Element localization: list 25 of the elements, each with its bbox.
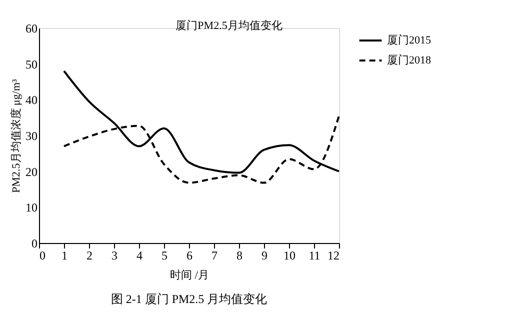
x-tick-label: 10 bbox=[284, 248, 296, 262]
legend-label: 厦门2018 bbox=[387, 54, 432, 66]
x-tick-label: 12 bbox=[328, 248, 340, 262]
y-axis-title: PM2.5月均值浓度 μg/m³ bbox=[10, 78, 22, 193]
x-tick-label: 3 bbox=[112, 248, 118, 262]
x-axis-title: 时间 /月 bbox=[170, 268, 209, 282]
x-tick-label: 9 bbox=[262, 248, 268, 262]
caption: 图 2-1 厦门 PM2.5 月均值变化 bbox=[110, 292, 268, 306]
x-tick-label: 1 bbox=[62, 248, 68, 262]
y-tick-label: 40 bbox=[26, 93, 38, 108]
chart-title: 厦门PM2.5月均值变化 bbox=[176, 19, 282, 32]
x-tick-label: 11 bbox=[308, 248, 320, 262]
y-tick-label: 50 bbox=[26, 57, 38, 72]
x-tick-label: 5 bbox=[162, 248, 168, 262]
x-tick-label: 2 bbox=[86, 248, 92, 262]
y-tick-label: 0 bbox=[32, 236, 38, 250]
x-tick-label: 6 bbox=[186, 248, 192, 262]
y-tick-label: 60 bbox=[26, 22, 38, 36]
y-tick-label: 10 bbox=[26, 200, 38, 215]
x-tick-label: 7 bbox=[212, 248, 218, 262]
x-tick-label: 4 bbox=[136, 248, 142, 262]
x-tick-label: 8 bbox=[236, 248, 242, 262]
legend-label: 厦门2015 bbox=[387, 34, 432, 46]
y-tick-label: 20 bbox=[26, 164, 38, 179]
y-tick-label: 30 bbox=[26, 129, 38, 143]
